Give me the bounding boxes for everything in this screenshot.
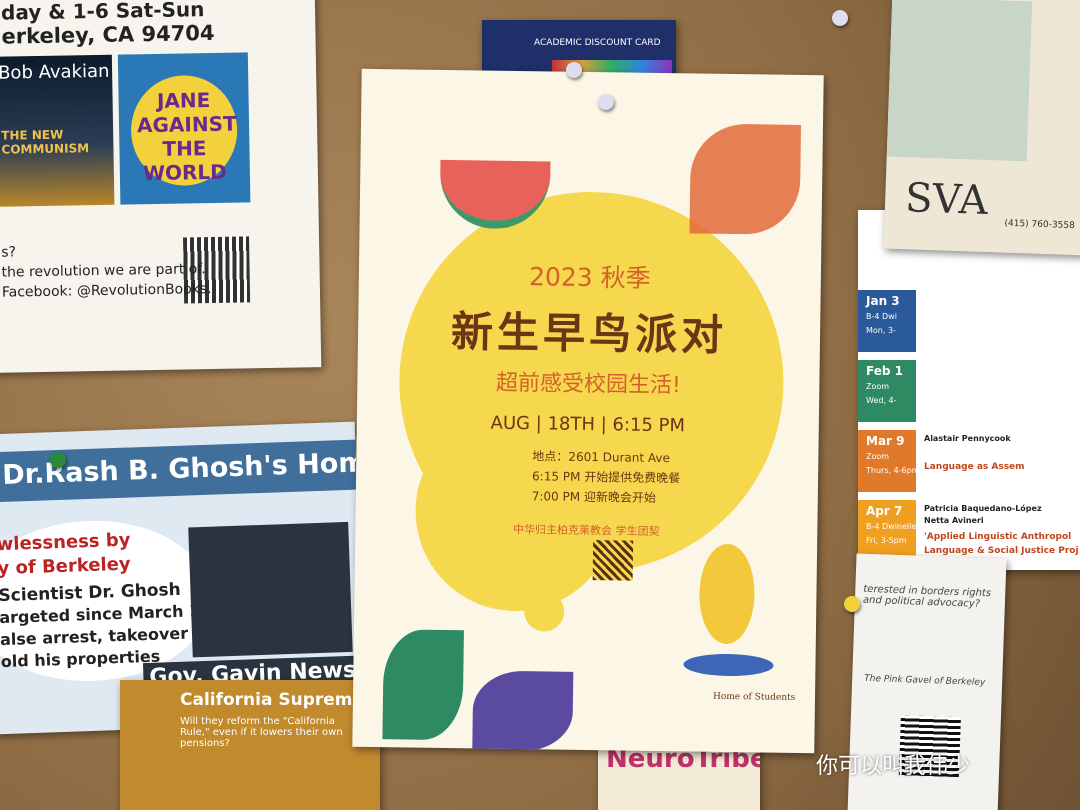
leaf	[689, 123, 802, 235]
event-place: Zoom	[866, 382, 890, 391]
event-row: Mar 9 Zoom Thurs, 4-6pm Alastair Pennycook L…	[858, 430, 1080, 494]
poster-subtitle: 超前感受校园生活!	[495, 370, 681, 399]
event-place: B-4 Dwinelle	[866, 522, 917, 531]
date-tag	[858, 500, 916, 562]
advocacy-heading: terested in borders rights and political…	[862, 583, 992, 610]
event-talk: Language as Assem	[924, 462, 1025, 472]
event-date: Apr 7	[866, 504, 903, 518]
flyer-text: Facebook: @RevolutionBooks.	[1, 281, 212, 301]
book-author: Bob Avakian	[0, 60, 110, 84]
revolution-books-flyer: day & 1-6 Sat-Sun erkeley, CA 94704 Bob …	[0, 0, 322, 373]
pineapple	[698, 543, 756, 645]
court-text: Will they reform the "California Rule," …	[180, 716, 343, 749]
event-place: B-4 Dwi	[866, 312, 897, 321]
book-cover: JANE AGAINST THE WORLD	[117, 52, 251, 205]
event-date: Mar 9	[866, 434, 905, 448]
event-time: Wed, 4-	[866, 396, 897, 405]
date-tag	[858, 430, 916, 492]
pin	[50, 452, 66, 468]
blc-events-flyer: Jan 3 B-4 Dwi Mon, 3- Feb 1 Zoom Wed, 4- Mar 9…	[858, 210, 1080, 570]
event-speaker: Patricia Baquedano-López	[924, 504, 1042, 513]
poster-time: 6:15 PM	[612, 414, 686, 437]
pin	[598, 94, 614, 110]
poster-season: 2023 秋季	[528, 262, 651, 293]
visa-phone: (415) 760-3558	[1004, 218, 1075, 232]
flyer-text: the revolution we are part of.	[1, 261, 206, 281]
event-speaker: Netta Avineri	[924, 516, 984, 525]
event-row: Jan 3 B-4 Dwi Mon, 3-	[858, 290, 1080, 354]
card-title: ACADEMIC DISCOUNT CARD	[534, 38, 661, 48]
event-place: Zoom	[866, 452, 890, 461]
photo	[188, 521, 353, 658]
poster-party: 7:00 PM 迎新晚会开始	[531, 489, 657, 505]
event-time: Fri, 3-5pm	[866, 536, 907, 545]
event-row: Apr 7 B-4 Dwinelle Fri, 3-5pm Patricia Baqu…	[858, 500, 1080, 564]
poster-dinner: 6:15 PM 开始提供免费晚餐	[531, 469, 681, 486]
court-title: California Supreme Court	[180, 690, 380, 710]
visa-flyer: SVA (415) 760-3558	[883, 0, 1080, 256]
yellow-blob	[414, 409, 617, 613]
surfboard	[683, 653, 774, 677]
poster-location: 地点：2601 Durant Ave	[532, 449, 671, 466]
poster-date: AUG	[490, 412, 531, 435]
visa-brand: SVA	[904, 175, 989, 225]
book-title: THE NEW COMMUNISM	[1, 127, 90, 157]
date-tag	[858, 290, 916, 352]
yellow-dot	[523, 591, 565, 632]
advocacy-footer: The Pink Gavel of Berkeley	[864, 673, 986, 689]
pin	[832, 10, 848, 26]
date-tag	[858, 360, 916, 422]
event-speaker: Alastair Pennycook	[924, 434, 1011, 443]
leaf	[382, 629, 464, 741]
event-talk: 'Applied Linguistic Anthropol	[924, 532, 1072, 542]
court-flyer: California Supreme Court Will they refor…	[120, 680, 380, 810]
event-date: Feb 1	[866, 364, 903, 378]
event-date: Jan 3	[866, 294, 900, 308]
event-time: Mon, 3-	[866, 326, 896, 335]
event-talk: Language & Social Justice Proj	[924, 546, 1079, 556]
poster-logo: Home of Students	[712, 691, 796, 703]
book-title: JANE AGAINST THE WORLD	[136, 88, 237, 186]
event-row: Feb 1 Zoom Wed, 4-	[858, 360, 1080, 424]
event-time: Thurs, 4-6pm	[866, 466, 920, 475]
flyer-text: erkeley, CA 94704	[1, 20, 215, 49]
watermark: 你可以叫我伟少	[816, 754, 971, 779]
main-poster: 2023 秋季 新生早鸟派对 超前感受校园生活! AUG | 18TH | 6:…	[352, 68, 824, 754]
map-image	[886, 0, 1033, 162]
pin	[566, 62, 582, 78]
flyer-text: s?	[1, 244, 17, 261]
leaf	[472, 670, 574, 752]
poster-title: 新生早鸟派对	[450, 307, 728, 360]
poster-day: 18TH	[547, 413, 596, 436]
pin	[844, 596, 860, 612]
book-cover: Bob Avakian THE NEW COMMUNISM	[0, 54, 115, 207]
qr-code	[592, 540, 634, 581]
